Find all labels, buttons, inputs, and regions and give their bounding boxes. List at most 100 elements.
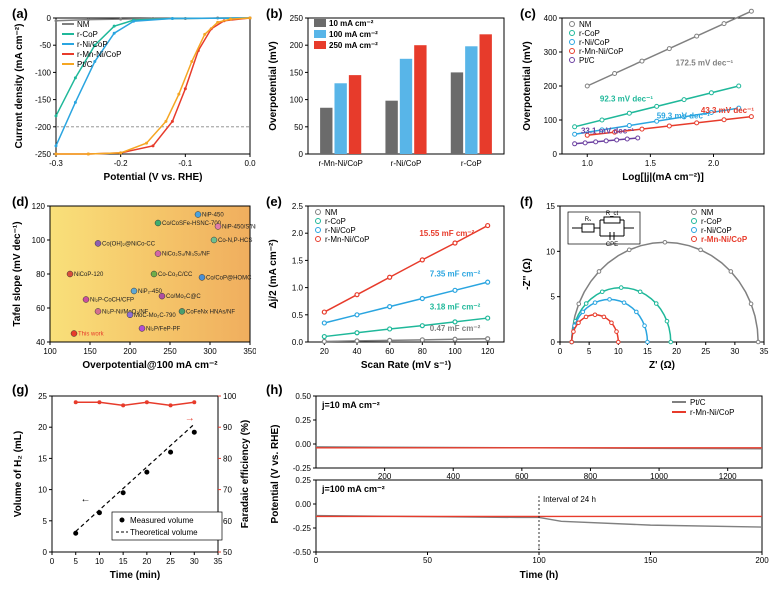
svg-text:0.00: 0.00 xyxy=(295,500,311,509)
svg-text:Co-Co₂C/CC: Co-Co₂C/CC xyxy=(158,272,193,278)
svg-text:5: 5 xyxy=(587,347,592,356)
svg-text:100: 100 xyxy=(544,116,558,125)
svg-text:Co/CoSFe-HSNC-700: Co/CoSFe-HSNC-700 xyxy=(162,221,222,227)
svg-text:1.0: 1.0 xyxy=(582,159,594,168)
svg-text:-250: -250 xyxy=(35,150,52,159)
svg-text:33.1 mV dec⁻¹: 33.1 mV dec⁻¹ xyxy=(581,127,634,136)
svg-text:Z' (Ω): Z' (Ω) xyxy=(649,360,675,370)
svg-text:r-Ni/CoP: r-Ni/CoP xyxy=(325,226,356,235)
svg-text:100: 100 xyxy=(532,556,546,565)
svg-text:0.00: 0.00 xyxy=(295,440,311,449)
svg-text:200: 200 xyxy=(544,82,558,91)
svg-text:100: 100 xyxy=(223,392,237,401)
svg-text:7.35 mF cm⁻²: 7.35 mF cm⁻² xyxy=(430,270,481,279)
svg-text:-Z'' (Ω): -Z'' (Ω) xyxy=(522,258,533,290)
chart-b: 050100150200250r-Mn-Ni/CoPr-Ni/CoPr-CoP1… xyxy=(262,4,510,182)
svg-text:1.5: 1.5 xyxy=(645,159,657,168)
svg-text:←: ← xyxy=(80,494,90,505)
chart-d: 100150200250300350406080100120This workN… xyxy=(8,192,256,370)
panel-h: (h) 20040060080010001200-0.250.000.250.5… xyxy=(262,380,770,584)
svg-text:→: → xyxy=(185,413,195,424)
svg-text:100 mA cm⁻²: 100 mA cm⁻² xyxy=(329,30,378,39)
svg-text:-0.3: -0.3 xyxy=(49,159,63,168)
svg-text:3.18 mF cm⁻²: 3.18 mF cm⁻² xyxy=(430,302,481,311)
svg-text:NiP-450: NiP-450 xyxy=(202,213,224,219)
svg-text:0: 0 xyxy=(47,14,52,23)
svg-text:R_ct: R_ct xyxy=(606,211,619,217)
svg-text:Overpotential (mV): Overpotential (mV) xyxy=(268,41,279,130)
svg-text:j=10 mA cm⁻²: j=10 mA cm⁻² xyxy=(321,400,380,410)
svg-text:250: 250 xyxy=(163,347,177,356)
panel-d-label: (d) xyxy=(12,194,29,209)
chart-c: 1.01.52.00100200300400172.5 mV dec⁻¹92.3… xyxy=(516,4,770,182)
svg-text:92.3 mV dec⁻¹: 92.3 mV dec⁻¹ xyxy=(600,94,653,103)
svg-text:This work: This work xyxy=(78,332,105,338)
svg-text:r-CoP: r-CoP xyxy=(77,30,98,39)
svg-text:100: 100 xyxy=(43,347,57,356)
svg-text:Measured volume: Measured volume xyxy=(130,516,194,525)
svg-text:0.50: 0.50 xyxy=(295,392,311,401)
svg-text:NiCoP-120: NiCoP-120 xyxy=(74,272,104,278)
svg-text:0.0: 0.0 xyxy=(244,159,256,168)
panel-e-label: (e) xyxy=(266,194,282,209)
svg-text:150: 150 xyxy=(290,68,304,77)
svg-text:80: 80 xyxy=(36,270,45,279)
svg-text:5: 5 xyxy=(43,517,48,526)
svg-text:10: 10 xyxy=(546,247,555,256)
panel-e: (e) 204060801001200.00.51.01.52.02.515.5… xyxy=(262,192,510,370)
svg-text:200: 200 xyxy=(755,556,769,565)
svg-text:0: 0 xyxy=(299,150,304,159)
svg-text:Potential (V vs. RHE): Potential (V vs. RHE) xyxy=(104,172,203,182)
svg-text:0: 0 xyxy=(558,347,563,356)
svg-text:-150: -150 xyxy=(35,96,52,105)
svg-text:43.3 mV dec⁻¹: 43.3 mV dec⁻¹ xyxy=(701,106,754,115)
svg-text:-0.25: -0.25 xyxy=(293,524,312,533)
svg-text:0.5: 0.5 xyxy=(292,311,304,320)
svg-text:CPE: CPE xyxy=(606,242,618,248)
svg-text:35: 35 xyxy=(214,557,223,566)
svg-text:250: 250 xyxy=(290,14,304,23)
svg-text:200: 200 xyxy=(123,347,137,356)
svg-text:100: 100 xyxy=(448,347,462,356)
svg-text:NiP-450/S/Ni/S-P: NiP-450/S/Ni/S-P xyxy=(222,224,256,230)
svg-text:Faradaic efficiency (%): Faradaic efficiency (%) xyxy=(240,420,251,528)
svg-text:Interval of 24 h: Interval of 24 h xyxy=(543,495,596,504)
svg-text:r-Mn-Ni/CoP: r-Mn-Ni/CoP xyxy=(579,47,623,56)
panel-h-label: (h) xyxy=(266,382,283,397)
svg-text:NM: NM xyxy=(579,20,592,29)
svg-text:r-Mn-Ni/CoP: r-Mn-Ni/CoP xyxy=(325,235,369,244)
svg-text:Pt/C: Pt/C xyxy=(77,60,93,69)
svg-text:200: 200 xyxy=(290,41,304,50)
chart-h: 20040060080010001200-0.250.000.250.50j=1… xyxy=(262,380,770,584)
svg-text:0.0: 0.0 xyxy=(292,338,304,347)
svg-text:120: 120 xyxy=(32,202,46,211)
svg-text:NM: NM xyxy=(701,208,714,217)
panel-b-label: (b) xyxy=(266,6,283,21)
svg-text:Scan Rate (mV s⁻¹): Scan Rate (mV s⁻¹) xyxy=(361,360,451,370)
svg-text:Co-N,P-HCS: Co-N,P-HCS xyxy=(218,238,252,244)
svg-text:Co/CoP@HOMC: Co/CoP@HOMC xyxy=(206,275,252,281)
svg-text:r-Ni/CoP: r-Ni/CoP xyxy=(77,40,108,49)
svg-text:-100: -100 xyxy=(35,68,52,77)
chart-e: 204060801001200.00.51.01.52.02.515.55 mF… xyxy=(262,192,510,370)
svg-text:150: 150 xyxy=(644,556,658,565)
svg-text:r-CoP: r-CoP xyxy=(701,217,722,226)
svg-text:20: 20 xyxy=(38,423,47,432)
svg-text:30: 30 xyxy=(190,557,199,566)
svg-text:0: 0 xyxy=(43,548,48,557)
svg-text:Theoretical volume: Theoretical volume xyxy=(130,528,198,537)
svg-text:0: 0 xyxy=(314,556,319,565)
svg-text:NiP₂-450: NiP₂-450 xyxy=(138,289,163,295)
svg-text:10: 10 xyxy=(38,486,47,495)
svg-text:20: 20 xyxy=(142,557,151,566)
svg-text:300: 300 xyxy=(203,347,217,356)
svg-text:r-Ni/CoP: r-Ni/CoP xyxy=(701,226,732,235)
svg-text:60: 60 xyxy=(36,304,45,313)
svg-text:150: 150 xyxy=(83,347,97,356)
svg-text:Co/Mo₂C@C: Co/Mo₂C@C xyxy=(166,294,201,300)
svg-text:Tafel slope (mV dec⁻¹): Tafel slope (mV dec⁻¹) xyxy=(12,221,23,326)
svg-text:15: 15 xyxy=(546,202,555,211)
svg-text:25: 25 xyxy=(701,347,710,356)
svg-text:20: 20 xyxy=(672,347,681,356)
svg-text:60: 60 xyxy=(223,517,232,526)
